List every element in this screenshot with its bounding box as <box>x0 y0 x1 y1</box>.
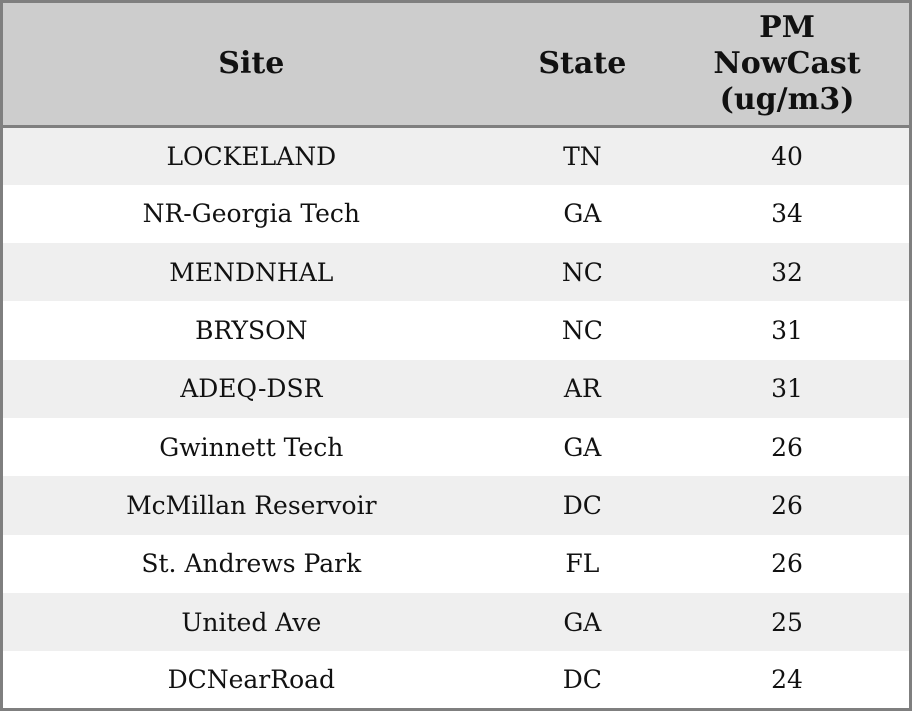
table-row: BRYSON NC 31 <box>1 301 911 360</box>
table-header: Site State PM NowCast (ug/m3) <box>1 1 911 128</box>
site-cell: LOCKELAND <box>166 141 337 171</box>
site-cell: NR-Georgia Tech <box>142 199 361 229</box>
pm-nowcast-cell: 26 <box>771 549 803 579</box>
pm-nowcast-cell: 31 <box>771 316 803 346</box>
state-cell: DC <box>562 665 602 695</box>
state-cell: NC <box>561 257 603 287</box>
table-row: McMillan Reservoir DC 26 <box>1 476 911 535</box>
table-row: ADEQ-DSR AR 31 <box>1 359 911 418</box>
column-header-state-label: State <box>538 46 627 81</box>
site-cell: BRYSON <box>195 316 308 346</box>
state-cell: GA <box>563 199 602 229</box>
table-row: United Ave GA 25 <box>1 592 911 652</box>
site-cell: ADEQ-DSR <box>180 374 323 404</box>
state-cell: DC <box>562 490 602 520</box>
state-cell: AR <box>563 374 601 404</box>
pm-nowcast-cell: 40 <box>771 141 803 171</box>
column-header-site: Site <box>1 1 500 128</box>
table-row: NR-Georgia Tech GA 34 <box>1 184 911 244</box>
state-cell: GA <box>563 607 602 637</box>
column-header-pm-nowcast: PM NowCast (ug/m3) <box>665 1 911 128</box>
state-cell: TN <box>563 141 602 171</box>
column-header-site-label: Site <box>218 46 285 81</box>
table-row: DCNearRoad DC 24 <box>1 651 911 710</box>
pm-nowcast-cell: 32 <box>771 257 803 287</box>
pm-nowcast-cell: 34 <box>771 199 803 229</box>
site-cell: United Ave <box>181 607 322 637</box>
site-cell: DCNearRoad <box>167 665 336 695</box>
site-cell: MENDNHAL <box>169 257 334 287</box>
state-cell: FL <box>565 549 600 579</box>
table-row: MENDNHAL NC 32 <box>1 243 911 302</box>
header-row: Site State PM NowCast (ug/m3) <box>1 1 911 128</box>
pm-nowcast-cell: 31 <box>771 374 803 404</box>
table-row: Gwinnett Tech GA 26 <box>1 417 911 477</box>
pm-nowcast-cell: 26 <box>771 432 803 462</box>
site-cell: Gwinnett Tech <box>159 432 344 462</box>
site-cell: St. Andrews Park <box>141 549 362 579</box>
state-cell: NC <box>561 316 603 346</box>
pm-nowcast-cell: 24 <box>771 665 803 695</box>
state-cell: GA <box>563 432 602 462</box>
pm-nowcast-cell: 25 <box>771 607 803 637</box>
pm-nowcast-cell: 26 <box>771 490 803 520</box>
table-row: LOCKELAND TN 40 <box>1 126 911 185</box>
table-row: St. Andrews Park FL 26 <box>1 534 911 593</box>
column-header-pm-nowcast-label: PM NowCast (ug/m3) <box>713 10 861 117</box>
table-body: LOCKELAND TN 40 NR-Georgia Tech GA 34 ME… <box>1 126 911 710</box>
column-header-state: State <box>499 1 666 128</box>
site-cell: McMillan Reservoir <box>126 490 377 520</box>
